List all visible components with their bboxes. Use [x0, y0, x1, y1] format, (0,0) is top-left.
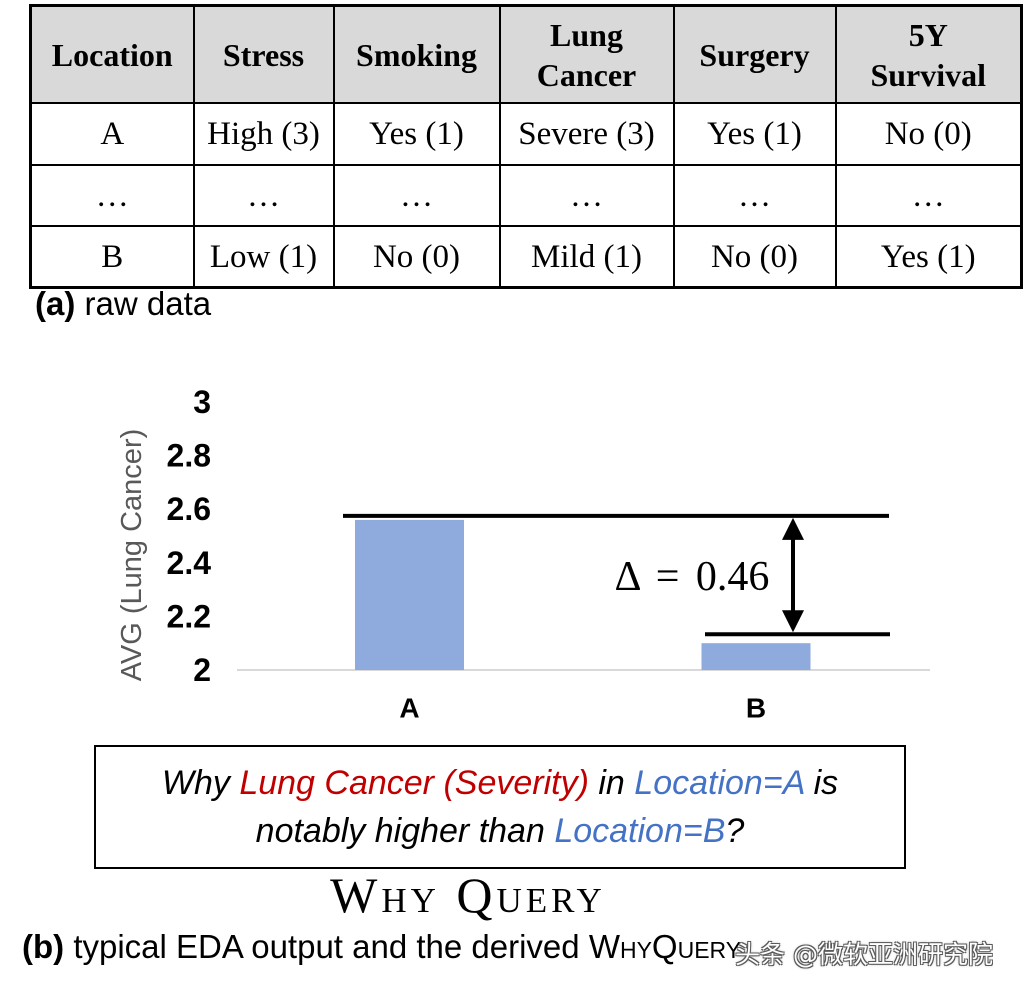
delta-label: Δ = 0.46	[615, 554, 770, 600]
query-comparison: notably higher than	[255, 812, 545, 850]
table-row: … … … … … …	[29, 164, 1023, 227]
bar-chart: AVG (Lung Cancer) 3 2.8 2.6 2.4 2.2 2 A B Δ = 0.4…	[116, 384, 930, 724]
y-tick-label: 2.8	[167, 438, 211, 474]
header-lung-cancer-label: Lung Cancer	[536, 16, 637, 93]
cell-stress: …	[192, 164, 335, 227]
header-surgery: Surgery	[672, 4, 837, 104]
caption-b-text: typical EDA output and the derived	[73, 928, 580, 965]
caption-a: (a) raw data	[35, 285, 211, 323]
header-smoking: Smoking	[332, 4, 501, 104]
table-header-row: Location Stress Smoking Lung Cancer Surg…	[29, 4, 1023, 104]
cell-surgery: …	[672, 164, 837, 227]
caption-a-text: raw data	[84, 285, 212, 322]
delta-arrow-head-up	[782, 517, 804, 540]
query-is: is	[813, 764, 839, 802]
table-row: A High (3) Yes (1) Severe (3) Yes (1) No…	[29, 102, 1023, 166]
why-query-heading: Why Query	[330, 867, 606, 923]
cell-stress: High (3)	[192, 102, 335, 166]
header-surgery-label: Surgery	[699, 36, 810, 73]
cell-5y-survival: No (0)	[834, 102, 1023, 166]
query-line-1: Why Lung Cancer (Severity) in Location=A…	[96, 759, 904, 807]
header-stress-label: Stress	[222, 36, 305, 73]
y-tick-label: 3	[193, 384, 211, 420]
query-location-b: Location=B	[554, 812, 726, 850]
cell-location: B	[29, 225, 195, 289]
cell-5y-survival: …	[834, 164, 1023, 227]
query-why: Why	[161, 764, 230, 802]
cell-smoking: No (0)	[332, 225, 501, 289]
y-tick-label: 2.6	[167, 491, 211, 527]
delta-arrow-head-down	[782, 610, 804, 633]
cell-smoking: …	[332, 164, 501, 227]
header-lung-cancer: Lung Cancer	[498, 4, 675, 104]
header-location: Location	[29, 4, 195, 104]
table-row: B Low (1) No (0) Mild (1) No (0) Yes (1)	[29, 225, 1023, 289]
query-line-2: notably higher than Location=B?	[96, 807, 904, 855]
query-measure: Lung Cancer (Severity)	[239, 764, 589, 802]
query-location-a: Location=A	[634, 764, 805, 802]
header-stress: Stress	[192, 4, 335, 104]
query-in: in	[598, 764, 625, 802]
bar-a	[355, 519, 464, 670]
why-query-box: Why Lung Cancer (Severity) in Location=A…	[94, 745, 906, 869]
bar-b	[701, 643, 811, 670]
cell-lung-cancer: Severe (3)	[498, 102, 675, 166]
y-tick-label: 2.2	[167, 598, 211, 634]
header-smoking-label: Smoking	[356, 36, 477, 73]
table-body: A High (3) Yes (1) Severe (3) Yes (1) No…	[29, 102, 1023, 289]
cell-surgery: Yes (1)	[672, 102, 837, 166]
caption-b-label: (b)	[22, 928, 65, 965]
header-5y-survival-label: 5Y Survival	[870, 16, 987, 93]
cell-lung-cancer: Mild (1)	[498, 225, 675, 289]
cell-location: A	[29, 102, 195, 166]
raw-data-table: Location Stress Smoking Lung Cancer Surg…	[29, 4, 1023, 289]
y-tick-label: 2.4	[167, 545, 212, 581]
caption-b: (b) typical EDA output and the derived W…	[22, 928, 741, 966]
cell-stress: Low (1)	[192, 225, 335, 289]
watermark: 头条 @微软亚洲研究院	[735, 940, 993, 969]
table-header: Location Stress Smoking Lung Cancer Surg…	[29, 4, 1023, 104]
header-location-label: Location	[51, 36, 173, 73]
cell-lung-cancer: …	[498, 164, 675, 227]
cell-surgery: No (0)	[672, 225, 837, 289]
caption-a-label: (a)	[35, 285, 76, 322]
cell-5y-survival: Yes (1)	[834, 225, 1023, 289]
query-question-mark: ?	[725, 812, 745, 850]
cell-smoking: Yes (1)	[332, 102, 501, 166]
x-tick-label-a: A	[399, 693, 419, 724]
x-tick-label-b: B	[746, 693, 766, 724]
y-tick-label: 2	[193, 652, 211, 688]
cell-location: …	[29, 164, 195, 227]
caption-b-term: WhyQuery	[588, 928, 742, 965]
y-axis-title: AVG (Lung Cancer)	[116, 429, 148, 682]
header-5y-survival: 5Y Survival	[834, 4, 1023, 104]
